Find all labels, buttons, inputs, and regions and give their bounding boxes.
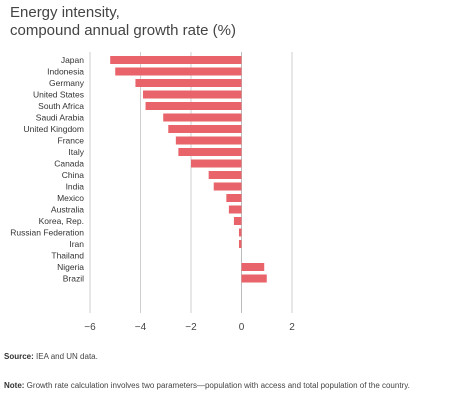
chart-title-line-2: compound annual growth rate (%)	[10, 22, 236, 39]
bar	[135, 79, 242, 87]
bar	[175, 136, 242, 145]
bar	[233, 217, 242, 225]
category-label: Brazil	[63, 274, 84, 284]
x-tick-label: −2	[185, 322, 197, 333]
category-label: Russian Federation	[10, 228, 84, 238]
bar	[238, 240, 242, 248]
category-label: Iran	[69, 239, 84, 249]
category-label: China	[62, 170, 84, 180]
category-label: Thailand	[51, 251, 84, 261]
bar	[208, 171, 242, 179]
note-text: Growth rate calculation involves two par…	[24, 381, 410, 390]
x-tick-label: 0	[239, 322, 245, 333]
category-label: Japan	[61, 55, 84, 65]
bar	[191, 159, 242, 168]
category-label: Germany	[49, 78, 85, 88]
category-label: Saudi Arabia	[36, 113, 84, 123]
bar	[238, 228, 242, 237]
source-text: IEA and UN data.	[33, 352, 98, 361]
bar	[241, 274, 267, 283]
footnote: Note: Growth rate calculation involves t…	[4, 381, 410, 390]
chart-title-line-1: Energy intensity,	[10, 4, 120, 21]
bar	[145, 102, 242, 110]
category-label: Canada	[54, 159, 84, 169]
bar	[115, 67, 242, 76]
bar	[143, 90, 242, 99]
x-tick-label: −6	[84, 322, 96, 333]
category-label: Mexico	[57, 193, 84, 203]
x-tick-label: −4	[135, 322, 147, 333]
chart-title: Energy intensity, compound annual growth…	[10, 4, 236, 40]
bar	[168, 125, 242, 133]
bar	[213, 182, 242, 191]
bar	[228, 205, 242, 214]
category-label: Indonesia	[47, 67, 84, 77]
category-label: Korea, Rep.	[39, 216, 84, 226]
category-label: South Africa	[38, 101, 84, 111]
bar	[110, 56, 242, 64]
bar	[226, 194, 242, 202]
x-tick-label: 2	[289, 322, 295, 333]
source-label: Source:	[4, 352, 34, 361]
category-label: United Kingdom	[24, 124, 84, 134]
source-note: Source: IEA and UN data.	[4, 352, 98, 361]
category-label: Australia	[51, 205, 84, 215]
bar	[178, 148, 242, 156]
category-label: Italy	[68, 147, 84, 157]
category-label: United States	[33, 90, 84, 100]
category-label: India	[66, 182, 85, 192]
category-label: France	[58, 136, 85, 146]
note-label: Note:	[4, 381, 25, 390]
bar	[241, 263, 265, 271]
bar	[163, 113, 242, 122]
category-label: Nigeria	[57, 262, 84, 272]
